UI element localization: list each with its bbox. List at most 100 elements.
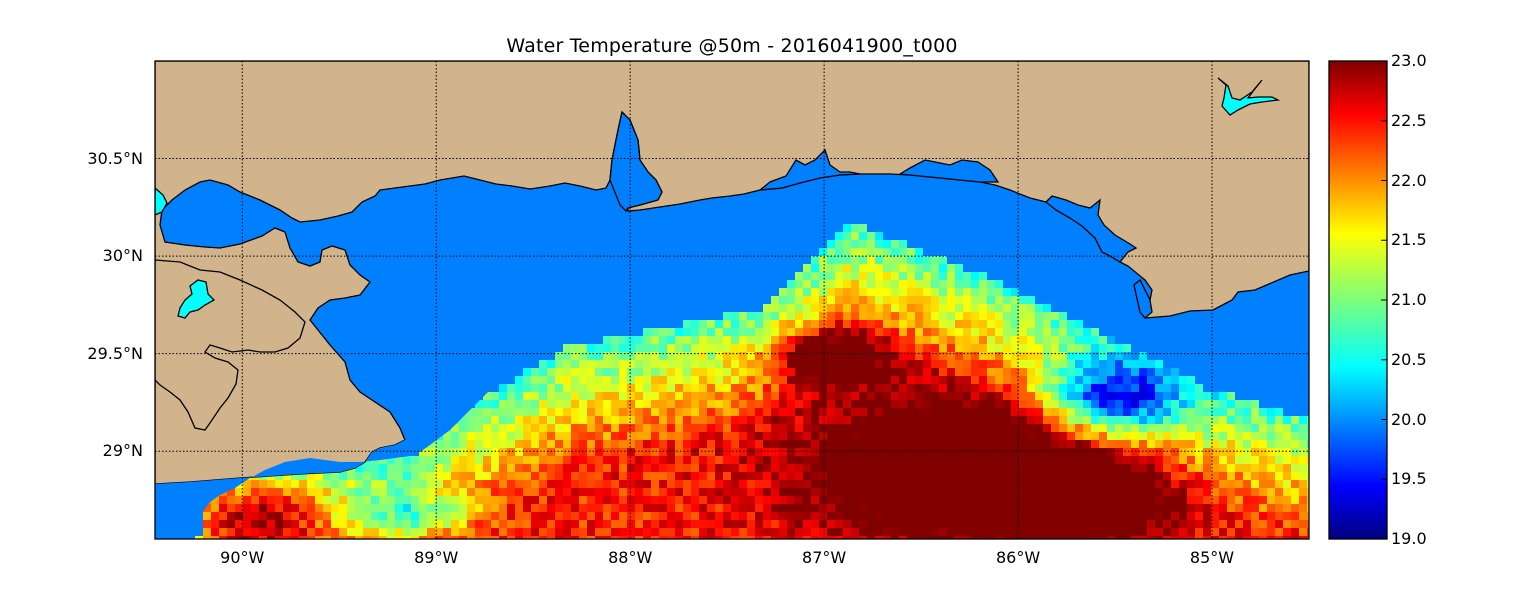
temperature-cell xyxy=(755,400,763,408)
temperature-cell xyxy=(971,416,979,424)
temperature-cell xyxy=(1171,464,1179,472)
temperature-cell xyxy=(1203,528,1211,536)
temperature-cell xyxy=(627,472,635,480)
temperature-cell xyxy=(939,352,947,360)
temperature-cell xyxy=(571,408,579,416)
temperature-cell xyxy=(995,352,1003,360)
temperature-cell xyxy=(1019,472,1027,480)
temperature-cell xyxy=(1115,512,1123,520)
temperature-cell xyxy=(619,504,627,512)
temperature-cell xyxy=(827,520,835,528)
temperature-cell xyxy=(971,360,979,368)
temperature-cell xyxy=(379,512,387,520)
temperature-cell xyxy=(955,408,963,416)
temperature-cell xyxy=(907,248,915,256)
temperature-cell xyxy=(1003,456,1011,464)
temperature-cell xyxy=(827,400,835,408)
temperature-cell xyxy=(275,520,283,528)
temperature-cell xyxy=(435,464,443,472)
temperature-cell xyxy=(571,360,579,368)
temperature-cell xyxy=(539,424,547,432)
temperature-cell xyxy=(475,488,483,496)
temperature-cell xyxy=(579,352,587,360)
temperature-cell xyxy=(507,392,515,400)
temperature-cell xyxy=(571,512,579,520)
temperature-cell xyxy=(1307,416,1309,424)
temperature-cell xyxy=(963,376,971,384)
temperature-cell xyxy=(379,488,387,496)
temperature-cell xyxy=(979,320,987,328)
temperature-cell xyxy=(419,448,427,456)
temperature-cell xyxy=(779,520,787,528)
temperature-cell xyxy=(787,408,795,416)
temperature-cell xyxy=(755,536,763,539)
temperature-cell xyxy=(891,288,899,296)
temperature-cell xyxy=(627,392,635,400)
temperature-cell xyxy=(1291,440,1299,448)
temperature-cell xyxy=(915,288,923,296)
temperature-cell xyxy=(523,496,531,504)
temperature-cell xyxy=(243,520,251,528)
temperature-cell xyxy=(899,344,907,352)
temperature-cell xyxy=(955,520,963,528)
temperature-cell xyxy=(1115,384,1123,392)
temperature-cell xyxy=(603,352,611,360)
temperature-cell xyxy=(1275,424,1283,432)
temperature-cell xyxy=(1035,416,1043,424)
temperature-cell xyxy=(587,456,595,464)
temperature-cell xyxy=(931,432,939,440)
temperature-cell xyxy=(675,432,683,440)
temperature-cell xyxy=(507,416,515,424)
temperature-cell xyxy=(795,272,803,280)
temperature-cell xyxy=(979,360,987,368)
temperature-cell xyxy=(755,360,763,368)
temperature-cell xyxy=(691,456,699,464)
temperature-cell xyxy=(699,496,707,504)
temperature-cell xyxy=(963,304,971,312)
temperature-cell xyxy=(267,528,275,536)
temperature-cell xyxy=(811,432,819,440)
temperature-cell xyxy=(259,496,267,504)
temperature-cell xyxy=(1155,512,1163,520)
temperature-cell xyxy=(851,304,859,312)
temperature-cell xyxy=(811,360,819,368)
temperature-cell xyxy=(1011,296,1019,304)
temperature-cell xyxy=(771,432,779,440)
temperature-cell xyxy=(579,376,587,384)
temperature-cell xyxy=(955,488,963,496)
temperature-cell xyxy=(931,424,939,432)
temperature-cell xyxy=(691,416,699,424)
temperature-cell xyxy=(891,264,899,272)
temperature-cell xyxy=(435,512,443,520)
temperature-cell xyxy=(851,224,859,232)
temperature-cell xyxy=(1115,464,1123,472)
temperature-cell xyxy=(1043,528,1051,536)
temperature-cell xyxy=(531,528,539,536)
temperature-cell xyxy=(619,464,627,472)
plot-title: Water Temperature @50m - 2016041900_t000 xyxy=(506,35,958,57)
temperature-cell xyxy=(1091,424,1099,432)
temperature-cell xyxy=(659,440,667,448)
temperature-cell xyxy=(843,304,851,312)
temperature-cell xyxy=(899,320,907,328)
temperature-cell xyxy=(251,520,259,528)
temperature-cell xyxy=(755,504,763,512)
temperature-cell xyxy=(1179,432,1187,440)
temperature-cell xyxy=(1107,416,1115,424)
temperature-cell xyxy=(843,248,851,256)
temperature-cell xyxy=(1123,368,1131,376)
temperature-cell xyxy=(491,480,499,488)
temperature-cell xyxy=(675,416,683,424)
temperature-cell xyxy=(443,464,451,472)
temperature-cell xyxy=(1123,520,1131,528)
temperature-cell xyxy=(1091,360,1099,368)
temperature-cell xyxy=(811,352,819,360)
temperature-cell xyxy=(699,344,707,352)
temperature-cell xyxy=(675,512,683,520)
temperature-cell xyxy=(787,464,795,472)
temperature-cell xyxy=(531,464,539,472)
temperature-cell xyxy=(387,520,395,528)
colorbar-label: 19.0 xyxy=(1391,529,1427,548)
temperature-cell xyxy=(843,520,851,528)
temperature-cell xyxy=(1099,520,1107,528)
